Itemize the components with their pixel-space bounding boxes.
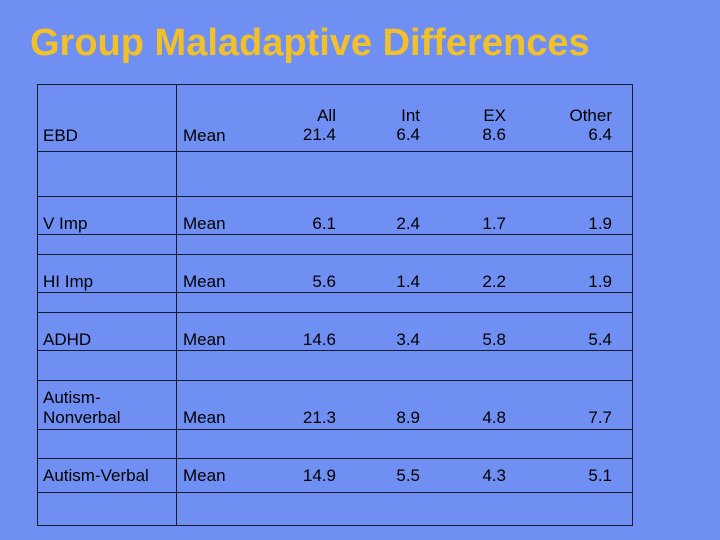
cell-other: 5.1 — [588, 466, 612, 485]
cell-int: 8.9 — [396, 408, 420, 427]
row-divider — [37, 292, 633, 293]
row-divider — [37, 196, 633, 197]
row-stat: Mean — [183, 214, 226, 233]
cell-all: 5.6 — [312, 272, 336, 291]
cell-other: 1.9 — [588, 214, 612, 233]
data-table: EBD Mean All 21.4 Int 6.4 EX 8.6 Other 6… — [37, 84, 633, 526]
table-border-top — [37, 84, 633, 85]
cell-other: 1.9 — [588, 272, 612, 291]
cell-all: 14.6 — [302, 330, 336, 349]
header-stat: Mean — [183, 126, 226, 145]
cell-all: 21.3 — [302, 408, 336, 427]
cell-other: 5.4 — [588, 330, 612, 349]
row-stat: Mean — [183, 272, 226, 291]
header-ex-value: 8.6 — [482, 125, 506, 144]
cell-other: 7.7 — [588, 408, 612, 427]
cell-ex: 4.8 — [482, 408, 506, 427]
header-int-label: Int — [401, 106, 420, 125]
cell-int: 1.4 — [396, 272, 420, 291]
cell-int: 5.5 — [396, 466, 420, 485]
row-divider — [37, 458, 633, 459]
row-group-line2: Nonverbal — [43, 408, 121, 427]
row-group-line1: Autism- — [43, 388, 101, 407]
cell-all: 6.1 — [312, 214, 336, 233]
cell-int: 3.4 — [396, 330, 420, 349]
header-other-label: Other — [569, 106, 612, 125]
header-other-value: 6.4 — [588, 125, 612, 144]
row-divider — [37, 429, 633, 430]
row-divider — [37, 234, 633, 235]
row-divider — [37, 380, 633, 381]
table-border-bottom — [37, 525, 633, 526]
column-divider — [176, 84, 177, 526]
page-title: Group Maladaptive Differences — [30, 22, 590, 64]
row-divider — [37, 312, 633, 313]
header-all-value: 21.4 — [302, 125, 336, 144]
row-divider — [37, 492, 633, 493]
header-group: EBD — [43, 126, 78, 145]
row-stat: Mean — [183, 408, 226, 427]
row-stat: Mean — [183, 466, 226, 485]
header-all-label: All — [317, 106, 336, 125]
cell-ex: 4.3 — [482, 466, 506, 485]
header-int-value: 6.4 — [396, 125, 420, 144]
cell-int: 2.4 — [396, 214, 420, 233]
table-border-left — [37, 84, 38, 526]
row-divider — [37, 254, 633, 255]
cell-ex: 2.2 — [482, 272, 506, 291]
row-divider — [37, 151, 633, 152]
table-border-right — [632, 84, 633, 526]
cell-ex: 1.7 — [482, 214, 506, 233]
cell-ex: 5.8 — [482, 330, 506, 349]
cell-all: 14.9 — [302, 466, 336, 485]
row-group: V Imp — [43, 214, 88, 233]
row-group: ADHD — [43, 330, 92, 349]
row-group: HI Imp — [43, 272, 94, 291]
header-ex-label: EX — [483, 106, 506, 125]
row-group: Autism-Verbal — [43, 466, 149, 485]
row-divider — [37, 350, 633, 351]
row-stat: Mean — [183, 330, 226, 349]
